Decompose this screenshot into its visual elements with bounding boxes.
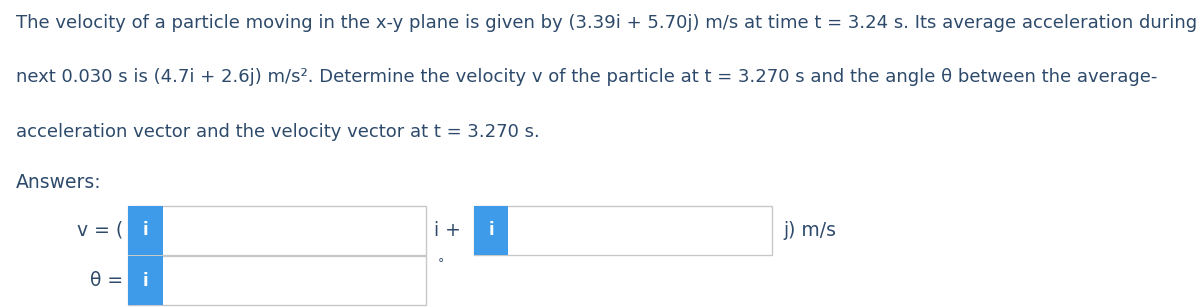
- FancyBboxPatch shape: [128, 256, 426, 305]
- Text: next 0.030 s is (4.7i + 2.6j) m/s². Determine the velocity v of the particle at : next 0.030 s is (4.7i + 2.6j) m/s². Dete…: [16, 68, 1157, 86]
- Text: j) m/s: j) m/s: [784, 221, 836, 240]
- FancyBboxPatch shape: [474, 206, 509, 255]
- FancyBboxPatch shape: [128, 256, 163, 305]
- Text: Answers:: Answers:: [16, 173, 101, 192]
- FancyBboxPatch shape: [128, 206, 163, 255]
- Text: acceleration vector and the velocity vector at t = 3.270 s.: acceleration vector and the velocity vec…: [16, 123, 539, 141]
- Text: °: °: [438, 258, 444, 270]
- Text: i: i: [143, 272, 149, 290]
- Text: i: i: [488, 221, 494, 239]
- FancyBboxPatch shape: [128, 206, 426, 255]
- Text: i: i: [143, 221, 149, 239]
- Text: v = (: v = (: [77, 221, 124, 240]
- FancyBboxPatch shape: [474, 206, 772, 255]
- Text: θ =: θ =: [90, 271, 124, 290]
- Text: The velocity of a particle moving in the x-y plane is given by (3.39i + 5.70j) m: The velocity of a particle moving in the…: [16, 14, 1200, 32]
- Text: i +: i +: [434, 221, 461, 240]
